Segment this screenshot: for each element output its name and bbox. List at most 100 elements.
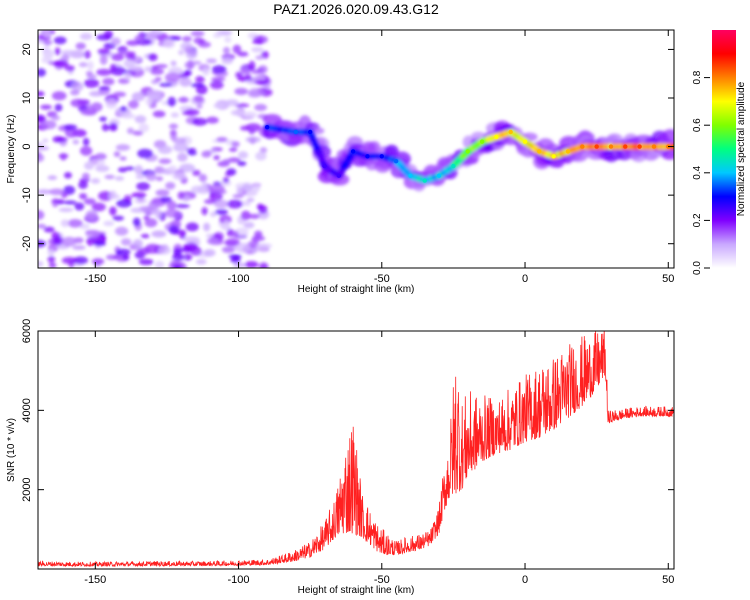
noise-blob — [121, 113, 136, 119]
noise-blob — [42, 30, 51, 38]
noise-blob — [90, 102, 103, 112]
noise-blob — [96, 68, 112, 76]
noise-blob — [126, 40, 140, 46]
noise-blob — [109, 63, 117, 72]
noise-blob — [47, 255, 56, 264]
noise-blob — [122, 253, 130, 261]
ridge-point — [508, 129, 513, 135]
ridge-point — [293, 129, 299, 135]
noise-blob — [83, 198, 96, 205]
noise-blob — [254, 230, 263, 238]
y-tick-label: 2000 — [21, 477, 33, 501]
noise-blob — [90, 178, 101, 184]
noise-blob — [79, 193, 88, 200]
y-tick-label: 6000 — [21, 319, 33, 343]
x-tick-label: 0 — [522, 273, 528, 285]
noise-blob — [203, 249, 216, 257]
noise-blob — [190, 83, 205, 88]
y-tick-label: -10 — [21, 187, 33, 203]
noise-blob — [162, 38, 176, 49]
noise-blob — [156, 176, 164, 182]
noise-blob — [152, 199, 162, 204]
noise-blob — [201, 207, 208, 216]
noise-blob — [213, 155, 220, 161]
noise-blob — [243, 221, 255, 229]
noise-blob — [94, 240, 106, 247]
noise-blob — [170, 112, 180, 118]
noise-blob — [89, 159, 106, 167]
noise-blob — [158, 82, 173, 87]
noise-blob — [85, 210, 98, 220]
ridge-point — [479, 139, 485, 144]
noise-blob — [58, 207, 74, 213]
noise-blob — [224, 172, 233, 177]
noise-blob — [75, 42, 86, 50]
noise-blob — [222, 220, 230, 229]
noise-blob — [51, 115, 60, 121]
noise-blob — [255, 151, 267, 161]
ridge-point — [623, 144, 628, 149]
noise-blob — [112, 215, 125, 221]
noise-blob — [213, 199, 229, 209]
snr-axes: -150 -100 -50 0 50 2000 4000 6000 — [21, 319, 674, 586]
noise-blob — [43, 226, 55, 233]
noise-blob — [170, 35, 182, 41]
noise-blob — [196, 103, 203, 109]
noise-blob — [206, 237, 219, 245]
colorbar-tick-label: 0.6 — [692, 118, 703, 132]
ridge-point — [350, 149, 356, 154]
noise-blob — [240, 69, 251, 75]
noise-blob — [237, 51, 249, 57]
noise-blob — [120, 238, 132, 246]
noise-blob — [42, 120, 57, 130]
noise-blob — [103, 30, 114, 40]
noise-blob — [117, 167, 128, 173]
noise-blob — [230, 109, 245, 116]
noise-blob — [170, 60, 177, 67]
noise-blob — [38, 68, 47, 77]
noise-blob — [185, 222, 199, 232]
ridge-point — [451, 163, 456, 169]
colorbar-tick-label: 0.2 — [692, 213, 703, 227]
noise-blob — [101, 123, 110, 132]
noise-blob — [220, 180, 232, 187]
noise-blob — [241, 184, 253, 192]
noise-blob — [42, 138, 49, 144]
noise-blob — [202, 67, 210, 76]
x-tick-label: 0 — [522, 574, 528, 586]
noise-blob — [38, 189, 52, 195]
noise-blob — [242, 111, 258, 119]
noise-blob — [203, 222, 211, 232]
noise-blob — [168, 225, 180, 235]
noise-blob — [209, 184, 225, 193]
noise-blob — [206, 116, 219, 124]
noise-blob — [222, 158, 231, 165]
snr-panel: -150 -100 -50 0 50 2000 4000 6000 Height of str… — [6, 319, 675, 596]
x-tick-label: -150 — [84, 574, 106, 586]
spectrogram-marks — [38, 30, 674, 268]
noise-blob — [109, 206, 117, 216]
noise-blob — [63, 200, 77, 205]
y-tick-label: -20 — [21, 236, 33, 252]
noise-blob — [103, 220, 115, 227]
noise-blob — [110, 37, 121, 46]
noise-blob — [61, 236, 77, 247]
noise-blob — [201, 181, 208, 192]
noise-blob — [232, 255, 240, 261]
noise-blob — [60, 153, 67, 161]
noise-blob — [51, 198, 65, 204]
noise-blob — [61, 256, 78, 265]
ridge-point — [637, 144, 642, 149]
noise-blob — [235, 227, 249, 237]
noise-blob — [231, 141, 240, 148]
noise-blob — [54, 103, 63, 112]
noise-blob — [168, 165, 178, 173]
noise-blob — [164, 72, 181, 83]
noise-blob — [193, 95, 204, 103]
noise-blob — [158, 158, 172, 165]
ridge-point — [494, 134, 499, 140]
noise-blob — [248, 87, 265, 97]
noise-blob — [154, 260, 165, 268]
